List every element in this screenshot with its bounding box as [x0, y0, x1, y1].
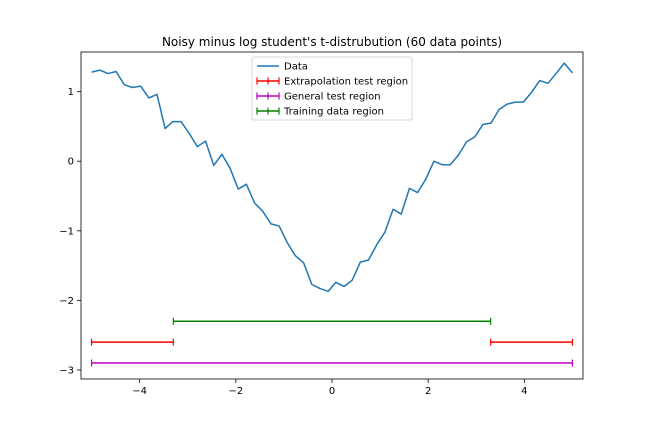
data-line	[91, 62, 573, 293]
legend-box	[251, 56, 413, 121]
legend: Data Extrapolation test region General tes…	[251, 56, 413, 121]
x-tick-label: 0	[329, 386, 335, 397]
legend-label: Data	[284, 62, 308, 73]
series-layer	[90, 62, 574, 367]
chart-title: Noisy minus log student's t-distrubution…	[162, 35, 502, 49]
legend-label: Extrapolation test region	[284, 77, 408, 88]
y-tick-label: −3	[59, 365, 74, 376]
legend-label: General test region	[284, 92, 381, 103]
y-tick-label: 1	[68, 87, 74, 98]
x-tick-label: −4	[132, 386, 147, 397]
y-tick-label: −2	[59, 296, 74, 307]
x-tick-label: 4	[521, 386, 527, 397]
y-tick-label: −1	[59, 226, 74, 237]
axis-ticks: −4 −2 0 2 4 −3 −2 −1 0 1	[59, 87, 527, 397]
legend-label: Training data region	[283, 107, 384, 118]
x-tick-label: 2	[425, 386, 431, 397]
x-tick-label: −2	[228, 386, 243, 397]
y-tick-label: 0	[68, 157, 74, 168]
